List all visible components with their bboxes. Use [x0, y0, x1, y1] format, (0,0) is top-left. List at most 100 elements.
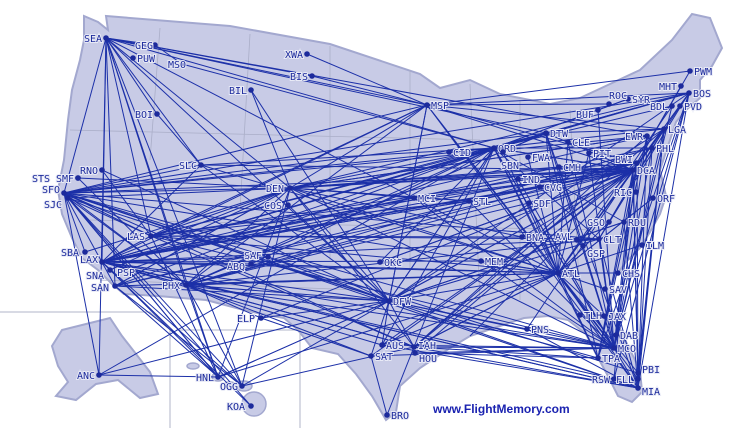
airport-dot[interactable] — [285, 202, 291, 208]
airport-dot[interactable] — [500, 149, 506, 155]
airport-ewr[interactable]: EWR — [624, 131, 650, 144]
airport-dtw[interactable]: DTW — [543, 128, 570, 141]
airport-dot[interactable] — [198, 162, 204, 168]
airport-gsp[interactable]: GSP — [580, 243, 606, 261]
airport-dot[interactable] — [248, 87, 254, 93]
airport-dot[interactable] — [611, 345, 617, 351]
airport-mci[interactable]: MCI — [411, 193, 437, 206]
airport-dot[interactable] — [130, 55, 136, 61]
airport-aus[interactable]: AUS — [379, 340, 405, 353]
airport-sav[interactable]: SAV — [602, 284, 628, 297]
airport-dot[interactable] — [669, 103, 675, 109]
airport-rdu[interactable]: RDU — [621, 217, 647, 230]
airport-dot[interactable] — [377, 259, 383, 265]
airport-fll[interactable]: FLL — [615, 374, 641, 387]
airport-dot[interactable] — [625, 96, 631, 102]
airport-phx[interactable]: PHX — [161, 280, 189, 293]
airport-ilm[interactable]: ILM — [639, 240, 665, 253]
airport-stl[interactable]: STL — [466, 196, 492, 209]
airport-dot[interactable] — [621, 219, 627, 225]
airport-dot[interactable] — [644, 133, 650, 139]
airport-dot[interactable] — [386, 298, 392, 304]
airport-psp[interactable]: PSP — [116, 267, 136, 280]
airport-sdf[interactable]: SDF — [526, 198, 552, 211]
airport-dot[interactable] — [635, 370, 641, 376]
airport-dot[interactable] — [96, 372, 102, 378]
airport-hou[interactable]: HOU — [412, 350, 438, 366]
airport-sbn[interactable]: SBN — [500, 149, 520, 173]
airport-dot[interactable] — [61, 190, 67, 196]
airport-dot[interactable] — [556, 164, 562, 170]
airport-buf[interactable]: BUF — [575, 107, 601, 122]
airport-dot[interactable] — [586, 150, 592, 156]
airport-ogg[interactable]: OGG — [219, 381, 245, 394]
airport-elp[interactable]: ELP — [236, 313, 264, 326]
airport-cid[interactable]: CID — [446, 147, 472, 160]
airport-dot[interactable] — [613, 332, 619, 338]
airport-msp[interactable]: MSP — [424, 100, 450, 113]
airport-rsw[interactable]: RSW — [591, 374, 617, 387]
airport-dot[interactable] — [82, 249, 88, 255]
airport-dot[interactable] — [368, 353, 374, 359]
airport-dot[interactable] — [606, 101, 612, 107]
airport-mht[interactable]: MHT — [658, 81, 684, 94]
airport-pwm[interactable]: PWM — [687, 66, 713, 79]
airport-dot[interactable] — [686, 90, 692, 96]
airport-bwi[interactable]: BWI — [614, 154, 640, 167]
airport-pbi[interactable]: PBI — [635, 364, 661, 377]
airport-ric[interactable]: RIC — [613, 187, 639, 200]
airport-cle[interactable]: CLE — [565, 137, 591, 150]
airport-sfo[interactable]: SFO — [41, 184, 67, 197]
airport-gso[interactable]: GSO — [586, 217, 612, 230]
airport-dot[interactable] — [519, 234, 525, 240]
airport-dot[interactable] — [183, 282, 189, 288]
airport-dot[interactable] — [615, 270, 621, 276]
airport-rno[interactable]: RNO — [79, 165, 105, 178]
airport-dot[interactable] — [411, 195, 417, 201]
airport-dfw[interactable]: DFW — [386, 296, 413, 309]
airport-sea[interactable]: SEA — [83, 33, 109, 46]
airport-puw[interactable]: PUW — [130, 53, 157, 66]
airport-dot[interactable] — [65, 195, 71, 201]
airport-smf[interactable]: SMF — [55, 173, 81, 186]
airport-avl[interactable]: AVL — [554, 231, 580, 244]
airport-dot[interactable] — [75, 175, 81, 181]
airport-dot[interactable] — [601, 313, 607, 319]
airport-dot[interactable] — [239, 383, 245, 389]
airport-fwa[interactable]: FWA — [525, 152, 551, 165]
airport-okc[interactable]: OKC — [377, 257, 403, 270]
airport-dot[interactable] — [650, 195, 656, 201]
airport-dot[interactable] — [595, 107, 601, 113]
airport-bos[interactable]: BOS — [686, 88, 712, 101]
airport-dot[interactable] — [630, 167, 636, 173]
airport-dot[interactable] — [446, 149, 452, 155]
airport-cmh[interactable]: CMH — [556, 162, 582, 175]
airport-tpa[interactable]: TPA — [595, 353, 621, 366]
airport-chs[interactable]: CHS — [615, 268, 641, 281]
airport-dot[interactable] — [611, 376, 617, 382]
airport-iah[interactable]: IAH — [411, 340, 437, 353]
airport-anc[interactable]: ANC — [76, 370, 102, 383]
airport-dot[interactable] — [606, 219, 612, 225]
airport-dot[interactable] — [565, 139, 571, 145]
airport-dot[interactable] — [478, 258, 484, 264]
airport-dot[interactable] — [103, 35, 109, 41]
airport-dot[interactable] — [309, 73, 315, 79]
airport-pit[interactable]: PIT — [586, 148, 612, 161]
airport-dot[interactable] — [154, 111, 160, 117]
airport-san[interactable]: SAN — [90, 282, 118, 295]
airport-bil[interactable]: BIL — [228, 85, 254, 98]
airport-slc[interactable]: SLC — [178, 160, 204, 173]
airport-las[interactable]: LAS — [126, 231, 154, 244]
airport-saf[interactable]: SAF — [243, 250, 271, 263]
airport-orf[interactable]: ORF — [650, 193, 676, 206]
airport-dot[interactable] — [215, 374, 221, 380]
airport-dot[interactable] — [525, 154, 531, 160]
airport-roc[interactable]: ROC — [606, 90, 628, 107]
airport-dot[interactable] — [677, 103, 683, 109]
airport-dot[interactable] — [304, 51, 310, 57]
airport-dot[interactable] — [424, 102, 430, 108]
airport-pvd[interactable]: PVD — [677, 101, 703, 114]
airport-geg[interactable]: GEG — [134, 40, 158, 53]
airport-sna[interactable]: SNA — [85, 267, 113, 283]
